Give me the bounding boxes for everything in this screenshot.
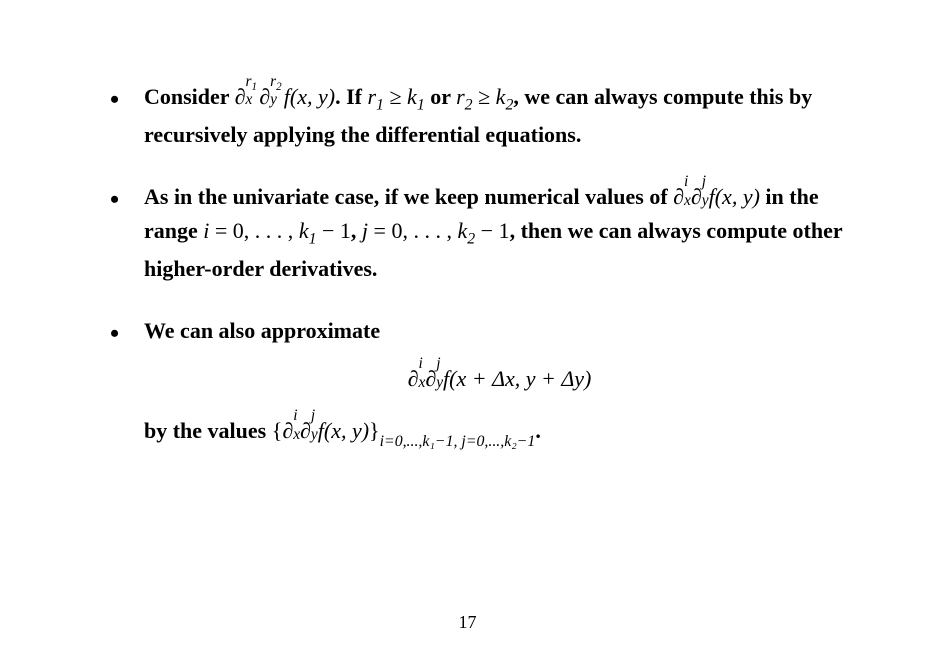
slide-page: Consider ∂r1xr1∂r2yr2f(x, y). If r1 ≥ k1… [0,0,935,661]
bullet-content-1: Consider ∂r1xr1∂r2yr2f(x, y). If r1 ≥ k1… [144,80,855,152]
math-partial-x-r1: ∂r1xr1 [235,84,260,109]
brace-close: } [369,418,380,443]
set-subscript: i=0,...,k₁−1, j=0,...,k₂−1 [380,433,536,450]
math-r1: r1 [367,84,383,109]
math-k2: k2 [457,218,475,243]
text: Consider [144,84,235,109]
rel-geq: ≥ [473,84,496,109]
math-partial-x-i: ∂xxi [282,418,300,443]
math-fxy: f(x, y) [284,84,335,109]
text: . If [335,84,367,109]
math-k2: k2 [496,84,514,109]
math-fxy: f(x, y) [318,418,369,443]
display-equation: ∂xxi∂yyjf(x + Δx, y + Δy) [144,362,855,396]
bullet-content-3: We can also approximate ∂xxi∂yyjf(x + Δx… [144,314,855,448]
math-partial-x-i: ∂xxi [673,184,691,209]
minus-one: − 1 [317,218,351,243]
math-fxy-delta: f(x + Δx, y + Δy) [443,366,591,391]
math-k1: k1 [407,84,425,109]
text: or [425,84,456,109]
text: = 0, . . . , [368,218,457,243]
math-r2: r2 [456,84,472,109]
math-partial-y-r2: ∂r2yr2 [259,84,284,109]
bullet-marker [110,314,144,448]
math-partial-x-i: ∂xxi [408,366,426,391]
bullet-item-1: Consider ∂r1xr1∂r2yr2f(x, y). If r1 ≥ k1… [110,80,855,152]
text: , [351,218,362,243]
math-partial-y-j: ∂yyj [691,184,709,209]
math-partial-y-j: ∂yyj [300,418,318,443]
brace-open: { [272,418,283,443]
rel-geq: ≥ [384,84,407,109]
text: by the values [144,418,272,443]
math-k1: k1 [299,218,317,243]
bullet-item-3: We can also approximate ∂xxi∂yyjf(x + Δx… [110,314,855,448]
math-fxy: f(x, y) [709,184,760,209]
text: = 0, . . . , [209,218,298,243]
text: We can also approximate [144,318,380,343]
bullet-content-2: As in the univariate case, if we keep nu… [144,180,855,286]
math-partial-y-j: ∂yyj [425,366,443,391]
text: As in the univariate case, if we keep nu… [144,184,673,209]
bullet-item-2: As in the univariate case, if we keep nu… [110,180,855,286]
page-number: 17 [0,612,935,633]
minus-one: − 1 [475,218,509,243]
period: . [535,418,541,443]
bullet-marker [110,180,144,286]
bullet-marker [110,80,144,152]
